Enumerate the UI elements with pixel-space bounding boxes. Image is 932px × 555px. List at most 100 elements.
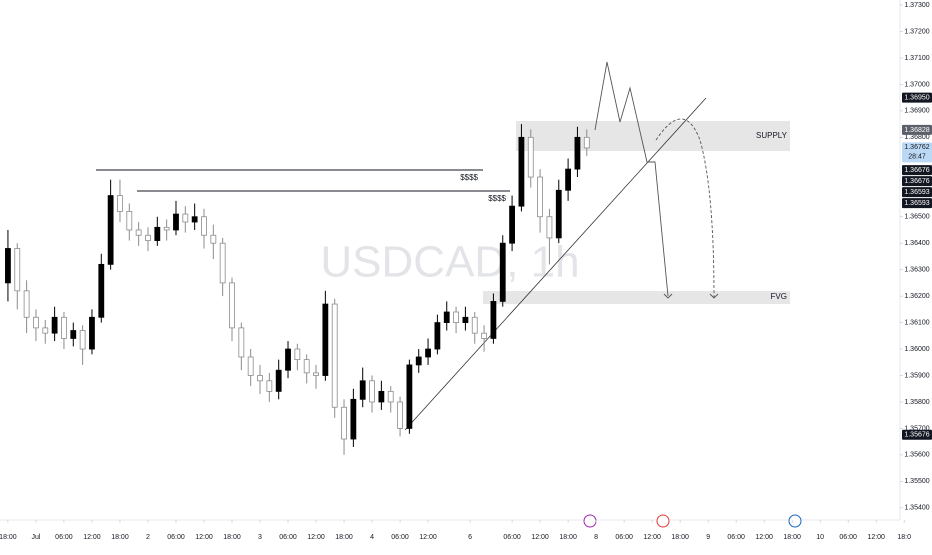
candle-body	[303, 359, 310, 374]
axes: 18:00 Jul 06:00 12:00 18:00 2 06:00 12:00 18:00 3…	[0, 2, 932, 541]
candle-body	[341, 406, 347, 440]
candle-body	[359, 380, 366, 400]
x-tick-label: 06:00	[615, 534, 633, 541]
candle-body	[126, 211, 133, 231]
x-tick-label: 18:00	[335, 534, 353, 541]
candle-body	[182, 213, 189, 223]
fvg-zone	[483, 291, 790, 304]
price-label-box	[902, 187, 932, 198]
candle-body	[107, 195, 114, 265]
candle-body	[229, 282, 235, 329]
y-tick-label: 1.36300	[904, 267, 929, 274]
x-tick-label: 12:00	[867, 534, 885, 541]
x-tick-label: 4	[370, 534, 374, 541]
candle-body	[5, 248, 11, 284]
x-tick-label: 06:00	[167, 534, 185, 541]
x-tick-label: 12:00	[419, 534, 437, 541]
projection-path	[594, 61, 669, 297]
arrow-head	[663, 293, 673, 299]
y-tick-label: 1.37300	[904, 2, 929, 9]
candle-body	[471, 316, 478, 334]
candle-body	[191, 216, 198, 223]
candle-body	[51, 316, 58, 334]
x-tick-label: 18:00	[223, 534, 241, 541]
event-icon[interactable]	[656, 514, 670, 528]
x-tick-label: 12:00	[83, 534, 101, 541]
x-tick-label: 06:00	[391, 534, 409, 541]
candle-body	[201, 216, 207, 236]
x-tick-label: 06:00	[55, 534, 73, 541]
y-tick-label: 1.36500	[904, 214, 929, 221]
y-tick-label: 1.36400	[904, 240, 929, 247]
price-label: 1.36676	[904, 178, 929, 185]
candle-body	[583, 136, 590, 149]
candle-body	[42, 327, 49, 334]
x-tick-label: 18:00	[111, 534, 129, 541]
candle-body	[350, 398, 357, 440]
countdown: 28:47	[908, 154, 926, 161]
candle-body	[163, 226, 170, 231]
candle-body	[397, 401, 403, 429]
price-label-box	[902, 198, 932, 209]
candle-body	[219, 242, 226, 284]
y-tick-label: 1.35500	[904, 478, 929, 485]
dashed-projection	[655, 118, 715, 298]
candle-body	[275, 369, 282, 392]
price-label: 1.36593	[904, 200, 929, 207]
y-tick-label: 1.36200	[904, 293, 929, 300]
y-tick-label: 1.35600	[904, 452, 929, 459]
x-tick-label: 3	[258, 534, 262, 541]
candle-body	[565, 168, 572, 191]
y-tick-label: 1.36000	[904, 346, 929, 353]
candle-body	[527, 136, 534, 178]
candle-body	[555, 189, 562, 239]
price-label: 1.35676	[904, 432, 929, 439]
x-tick-label: 2	[146, 534, 150, 541]
x-tick-label: 06:00	[279, 534, 297, 541]
x-tick-label: 12:00	[643, 534, 661, 541]
annotation: $$$$	[460, 173, 478, 182]
x-tick-label: 8	[594, 534, 598, 541]
price-label-box	[902, 165, 932, 176]
price-label-box	[902, 124, 932, 135]
candle-body	[322, 303, 329, 376]
candle-body	[331, 303, 338, 408]
x-tick-label: 18:00	[671, 534, 689, 541]
price-label-box	[902, 176, 932, 187]
annotation: $$$$	[488, 194, 506, 203]
price-label: 1.36828	[904, 127, 929, 134]
candle-body	[387, 390, 394, 403]
candle-body	[378, 390, 385, 403]
candle-body	[154, 226, 161, 241]
x-tick-label: 6	[468, 534, 472, 541]
event-icon[interactable]	[583, 514, 597, 528]
candle-body	[14, 248, 21, 292]
x-tick-label: 18:00	[559, 534, 577, 541]
candle-body	[537, 176, 543, 218]
candle-body	[61, 316, 67, 339]
y-tick-label: 1.36100	[904, 319, 929, 326]
x-tick-label: 06:00	[839, 534, 857, 541]
y-tick-label: 1.37200	[904, 28, 929, 35]
y-tick-label: 1.35800	[904, 399, 929, 406]
candle-body	[518, 136, 525, 207]
price-label-box	[902, 92, 932, 103]
y-tick-label: 1.37000	[904, 81, 929, 88]
candle-body	[238, 327, 245, 358]
x-tick-label: 06:00	[503, 534, 521, 541]
candle-body	[98, 263, 105, 318]
candle-body	[145, 234, 151, 241]
y-tick-label: 1.36800	[904, 134, 929, 141]
event-icon[interactable]	[788, 514, 802, 528]
candle-body	[33, 316, 39, 329]
x-tick-label: 10	[816, 534, 824, 541]
price-label: 1.36950	[904, 94, 929, 101]
candle-body	[173, 213, 179, 231]
candle-body	[247, 356, 254, 376]
candles	[5, 124, 590, 455]
candle-body	[406, 364, 413, 429]
x-tick-label: 12:00	[755, 534, 773, 541]
candle-body	[210, 234, 217, 244]
candle-body	[546, 216, 553, 239]
